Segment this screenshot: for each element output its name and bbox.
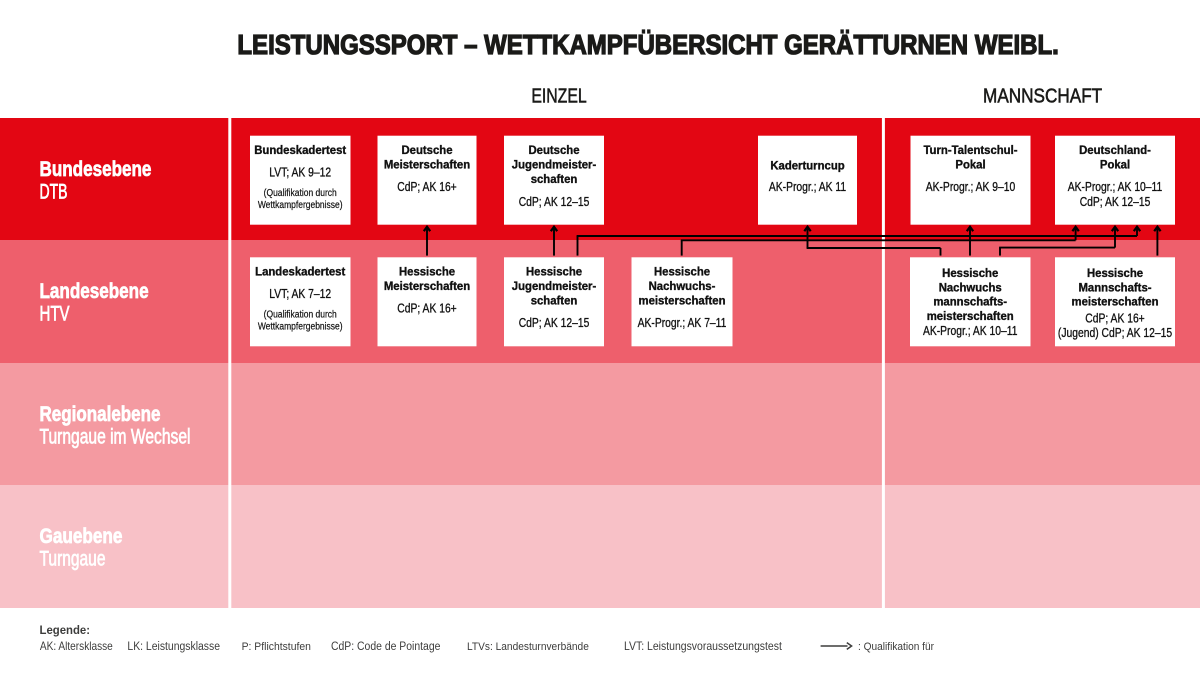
svg-text:(Qualifikation durch: (Qualifikation durch (264, 309, 337, 320)
svg-text:Bundeskadertest: Bundeskadertest (254, 145, 346, 157)
svg-text:meisterschaften: meisterschaften (1072, 296, 1159, 308)
svg-text:LVT: Leistungsvoraussetzungste: LVT: Leistungsvoraussetzungstest (624, 641, 782, 654)
svg-text:Bundesebene: Bundesebene (40, 158, 152, 181)
svg-text:mannschafts-: mannschafts- (933, 296, 1007, 308)
svg-text:CdP; AK 12–15: CdP; AK 12–15 (519, 317, 590, 330)
svg-text:Legende:: Legende: (40, 625, 90, 637)
svg-text:LTVs: Landesturnverbände: LTVs: Landesturnverbände (467, 640, 589, 653)
svg-text:Hessische: Hessische (942, 268, 999, 280)
svg-text:AK-Progr.; AK 10–11: AK-Progr.; AK 10–11 (1068, 181, 1163, 194)
svg-text:Hessische: Hessische (1087, 268, 1144, 280)
svg-text:Deutsche: Deutsche (401, 145, 453, 157)
svg-text:MANNSCHAFT: MANNSCHAFT (983, 84, 1103, 107)
svg-text:Hessische: Hessische (399, 266, 456, 278)
svg-text:: Qualifikation für: : Qualifikation für (858, 640, 934, 653)
svg-text:AK-Progr.; AK 11: AK-Progr.; AK 11 (769, 181, 846, 194)
svg-text:CdP: Code de Pointage: CdP: Code de Pointage (331, 641, 440, 654)
svg-text:AK-Progr.; AK 7–11: AK-Progr.; AK 7–11 (638, 317, 727, 330)
svg-text:LVT; AK 7–12: LVT; AK 7–12 (269, 288, 331, 301)
svg-text:Turngaue im Wechsel: Turngaue im Wechsel (40, 424, 191, 448)
svg-text:Deutschland-: Deutschland- (1079, 145, 1151, 157)
svg-text:schaften: schaften (531, 295, 578, 307)
svg-text:P: Pflichtstufen: P: Pflichtstufen (242, 641, 311, 654)
svg-text:Landesebene: Landesebene (40, 280, 149, 303)
svg-text:Mannschafts-: Mannschafts- (1078, 282, 1151, 294)
svg-text:Landeskadertest: Landeskadertest (255, 266, 345, 278)
svg-text:LEISTUNGSSPORT – WETTKAMPFÜBER: LEISTUNGSSPORT – WETTKAMPFÜBERSICHT GERÄ… (237, 29, 1058, 61)
svg-text:DTB: DTB (40, 180, 68, 204)
svg-text:CdP; AK 16+: CdP; AK 16+ (397, 181, 457, 194)
svg-text:schaften: schaften (531, 174, 578, 186)
svg-text:Hessische: Hessische (654, 266, 711, 278)
svg-text:Regionalebene: Regionalebene (40, 403, 161, 426)
svg-text:Jugendmeister-: Jugendmeister- (512, 159, 597, 171)
svg-text:Meisterschaften: Meisterschaften (384, 159, 470, 171)
svg-text:meisterschaften: meisterschaften (927, 311, 1014, 323)
svg-text:Meisterschaften: Meisterschaften (384, 281, 470, 293)
svg-text:HTV: HTV (40, 301, 71, 325)
svg-text:Gauebene: Gauebene (40, 525, 123, 548)
svg-text:Nachwuchs-: Nachwuchs- (649, 281, 716, 293)
svg-text:Jugendmeister-: Jugendmeister- (512, 281, 597, 293)
svg-text:Turngaue: Turngaue (40, 546, 106, 570)
svg-text:CdP; AK 12–15: CdP; AK 12–15 (1080, 196, 1151, 209)
svg-text:AK-Progr.; AK 9–10: AK-Progr.; AK 9–10 (926, 181, 1016, 194)
svg-text:(Qualifikation durch: (Qualifikation durch (264, 187, 337, 198)
svg-text:Pokal: Pokal (955, 159, 985, 171)
svg-text:Wettkampfergebnisse): Wettkampfergebnisse) (258, 199, 343, 210)
svg-text:CdP; AK 16+: CdP; AK 16+ (1085, 313, 1145, 326)
svg-text:Hessische: Hessische (526, 266, 583, 278)
svg-text:AK: Altersklasse: AK: Altersklasse (40, 640, 113, 653)
svg-text:meisterschaften: meisterschaften (639, 295, 726, 307)
svg-text:Turn-Talentschul-: Turn-Talentschul- (923, 145, 1017, 157)
svg-text:Kaderturncup: Kaderturncup (770, 160, 844, 172)
svg-text:Wettkampfergebnisse): Wettkampfergebnisse) (258, 321, 343, 332)
svg-text:Nachwuchs: Nachwuchs (939, 282, 1002, 294)
svg-text:EINZEL: EINZEL (531, 85, 586, 107)
svg-text:LK: Leistungsklasse: LK: Leistungsklasse (127, 641, 220, 654)
svg-text:AK-Progr.; AK 10–11: AK-Progr.; AK 10–11 (923, 325, 1018, 338)
svg-text:LVT; AK 9–12: LVT; AK 9–12 (269, 167, 331, 180)
svg-text:Deutsche: Deutsche (528, 145, 580, 157)
svg-text:Pokal: Pokal (1100, 159, 1130, 171)
svg-text:(Jugend) CdP; AK 12–15: (Jugend) CdP; AK 12–15 (1058, 327, 1172, 340)
svg-text:CdP; AK 12–15: CdP; AK 12–15 (519, 196, 590, 209)
svg-text:CdP; AK 16+: CdP; AK 16+ (397, 303, 457, 316)
